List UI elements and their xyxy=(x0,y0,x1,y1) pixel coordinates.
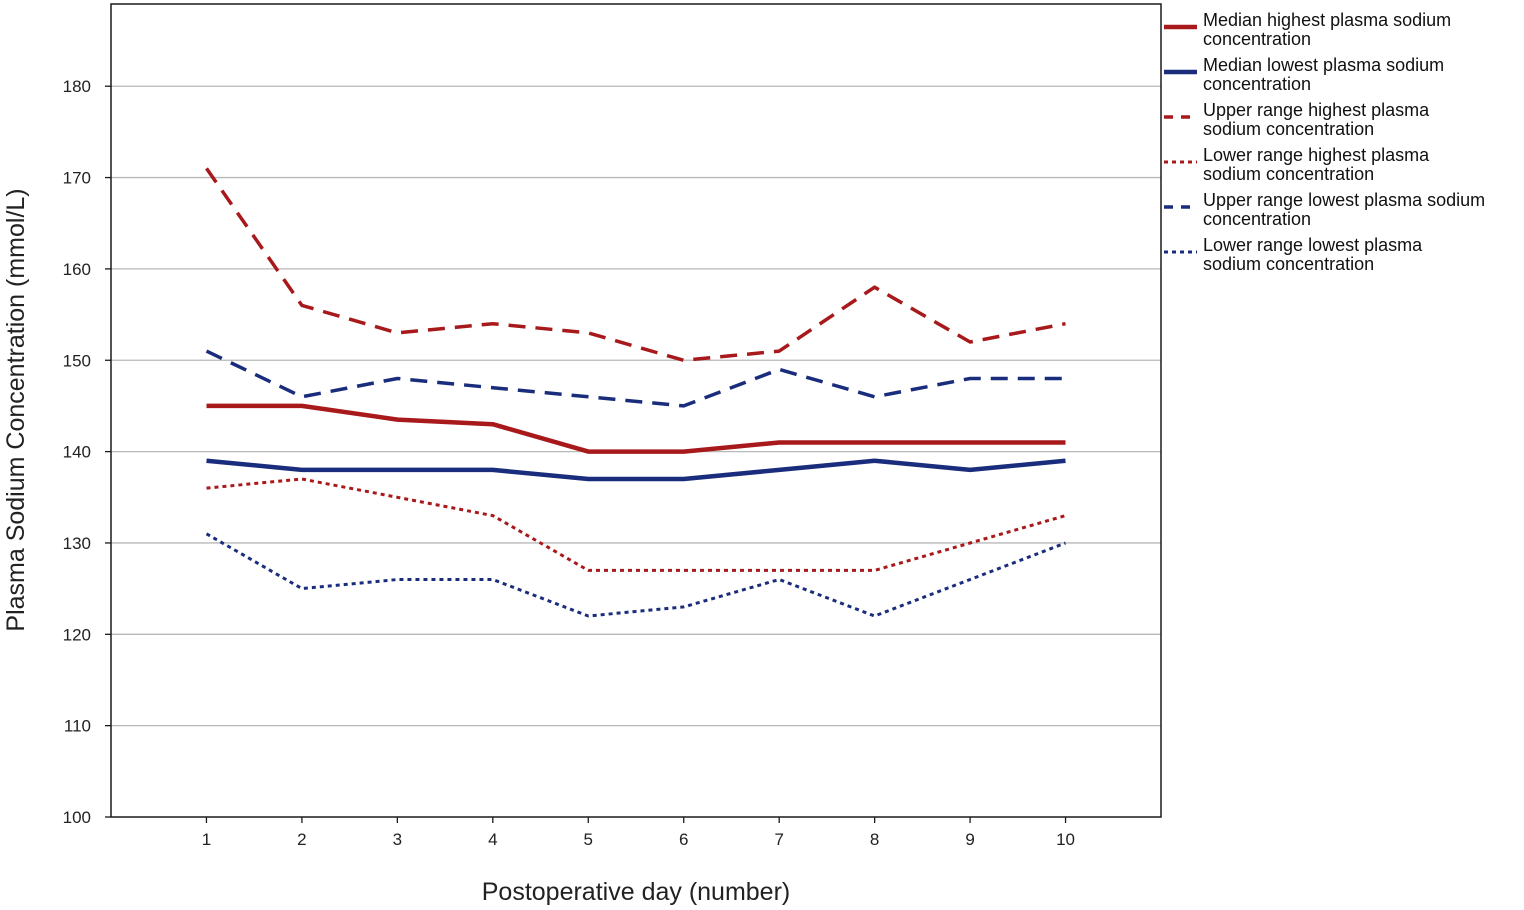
y-axis-ticks: 100 110 120 130 140 150 160 170 180 xyxy=(63,77,111,827)
legend: Median highest plasma sodiumconcentratio… xyxy=(1164,10,1485,274)
legend-label-2: Median lowest plasma sodium xyxy=(1203,55,1444,75)
x-tick-label: 7 xyxy=(774,830,783,849)
series-line-1 xyxy=(206,403,1066,454)
plot-area-frame xyxy=(110,3,1162,818)
legend-label-6: sodium concentration xyxy=(1203,254,1374,274)
series-lines xyxy=(205,167,1067,618)
x-tick-label: 2 xyxy=(297,830,306,849)
legend-label-3: sodium concentration xyxy=(1203,119,1374,139)
legend-label-6: Lower range lowest plasma xyxy=(1203,235,1423,255)
x-tick-label: 4 xyxy=(488,830,497,849)
x-tick-label: 9 xyxy=(965,830,974,849)
y-tick-label: 160 xyxy=(63,260,91,279)
x-tick-label: 6 xyxy=(679,830,688,849)
legend-label-4: Lower range highest plasma xyxy=(1203,145,1430,165)
y-axis-label: Plasma Sodium Concentration (mmol/L) xyxy=(2,188,30,631)
y-tick-label: 130 xyxy=(63,534,91,553)
y-tick-label: 110 xyxy=(64,717,91,736)
series-line-4 xyxy=(206,477,1066,572)
x-tick-label: 5 xyxy=(584,830,593,849)
y-tick-label: 170 xyxy=(63,169,91,188)
legend-label-2: concentration xyxy=(1203,74,1311,94)
legend-label-5: concentration xyxy=(1203,209,1311,229)
legend-label-4: sodium concentration xyxy=(1203,164,1374,184)
series-line-6 xyxy=(205,532,1067,618)
x-axis-label: Postoperative day (number) xyxy=(482,878,790,906)
series-line-2 xyxy=(206,458,1066,482)
y-tick-label: 120 xyxy=(63,625,91,644)
x-tick-label: 1 xyxy=(202,830,211,849)
gridlines xyxy=(111,85,1161,727)
legend-label-5: Upper range lowest plasma sodium xyxy=(1203,190,1485,210)
y-tick-label: 140 xyxy=(63,443,91,462)
y-tick-label: 100 xyxy=(63,808,91,827)
x-axis-ticks: 1 2 3 4 5 6 7 8 9 10 xyxy=(202,817,1075,849)
legend-label-1: Median highest plasma sodium xyxy=(1203,10,1451,30)
x-tick-label: 3 xyxy=(393,830,402,849)
x-tick-label: 8 xyxy=(870,830,879,849)
y-tick-label: 150 xyxy=(63,351,91,370)
legend-label-1: concentration xyxy=(1203,29,1311,49)
x-tick-label: 10 xyxy=(1056,830,1075,849)
series-line-5 xyxy=(205,349,1066,408)
y-tick-label: 180 xyxy=(63,77,91,96)
legend-label-3: Upper range highest plasma xyxy=(1203,100,1430,120)
series-line-3 xyxy=(205,167,1066,363)
